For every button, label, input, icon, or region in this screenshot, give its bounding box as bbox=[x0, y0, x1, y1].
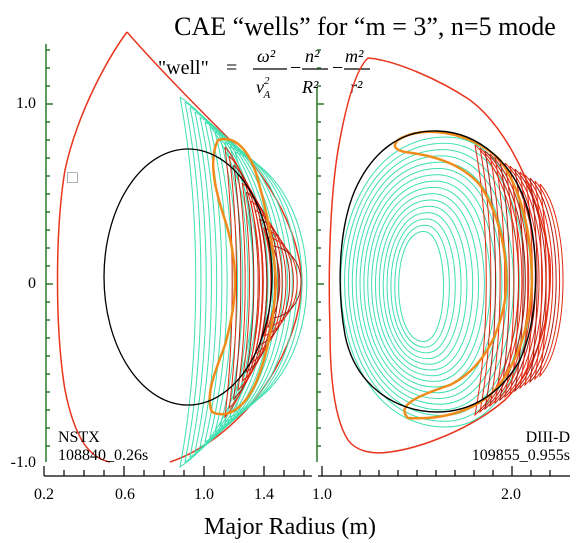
x-tick-label: 2.0 bbox=[501, 486, 521, 503]
nstx-well-orange-contour bbox=[208, 137, 278, 416]
right-x-axis-ticks bbox=[321, 466, 551, 476]
figure-title: CAE “wells” for “m = 3”, n=5 mode bbox=[174, 12, 556, 41]
right-x-tick-labels: 1.0 2.0 bbox=[312, 486, 521, 503]
right-y-axis-ticks bbox=[317, 49, 324, 447]
left-x-axis bbox=[43, 466, 312, 477]
diiid-red-contour bbox=[484, 150, 526, 411]
diiid-red-contour bbox=[514, 168, 547, 393]
nstx-cyan-contour bbox=[214, 131, 288, 433]
diiid-red-contour bbox=[509, 165, 543, 396]
formula-lhs: "well" bbox=[158, 57, 209, 79]
diiid-cyan-contour bbox=[363, 174, 497, 394]
diiid-cyan-contour bbox=[375, 193, 480, 377]
nstx-red-contour bbox=[271, 245, 302, 319]
y-tick-label: 1.0 bbox=[16, 95, 36, 112]
left-y-axis-ticks bbox=[46, 49, 53, 447]
x-tick-label: 0.2 bbox=[34, 486, 54, 503]
nstx-cyan-contour bbox=[199, 116, 274, 448]
nstx-shot-label: 108840_0.26s bbox=[58, 447, 148, 464]
formula-term2-denominator: R² bbox=[301, 77, 319, 97]
diiid-red-contour bbox=[504, 162, 540, 399]
diiid-red-contour bbox=[534, 180, 560, 381]
diiid-panel: DIII-D 109855_0.955s bbox=[328, 57, 570, 464]
nstx-well-contours-outer bbox=[179, 96, 308, 469]
diiid-cyan-contour bbox=[378, 199, 474, 371]
diiid-cyan-contour bbox=[390, 218, 456, 354]
y-tick-label: -1.0 bbox=[11, 454, 36, 471]
diiid-cyan-contour bbox=[351, 155, 515, 411]
x-tick-label: 1.0 bbox=[194, 486, 214, 503]
diiid-cyan-contour bbox=[355, 161, 509, 405]
diiid-cyan-contour bbox=[386, 212, 462, 360]
nstx-cyan-contour bbox=[209, 126, 283, 438]
diiid-plasma-boundary bbox=[328, 57, 552, 454]
diiid-device-label: DIII-D bbox=[526, 429, 570, 446]
diiid-red-contour bbox=[489, 153, 530, 408]
x-tick-label: 0.6 bbox=[115, 486, 135, 503]
diiid-red-contour bbox=[479, 147, 523, 414]
nstx-cyan-contour bbox=[234, 151, 308, 413]
formula-minus-1: − bbox=[290, 57, 301, 79]
nstx-cyan-contour bbox=[229, 146, 303, 418]
diiid-cyan-contour bbox=[367, 180, 491, 388]
x-axis-label: Major Radius (m) bbox=[204, 514, 376, 540]
formula-term3-denominator: r² bbox=[350, 77, 363, 97]
formula-term2-numerator: n² bbox=[305, 46, 320, 66]
nstx-cyan-contour bbox=[224, 141, 298, 423]
formula-term1-numerator: ω² bbox=[257, 46, 276, 66]
right-y-axis bbox=[316, 49, 324, 462]
well-formula: "well" = ω² v2 A − n² R² − m² r² bbox=[158, 46, 370, 101]
nstx-marker: □ bbox=[67, 167, 78, 187]
formula-term3-numerator: m² bbox=[345, 46, 364, 66]
diiid-cyan-contour bbox=[344, 142, 526, 422]
x-tick-label: 1.0 bbox=[312, 486, 332, 503]
diiid-well-contours-inner bbox=[474, 144, 564, 417]
nstx-panel: □ NSTX 108840_0.26s bbox=[56, 31, 308, 469]
diiid-red-contour bbox=[524, 174, 554, 387]
x-tick-label: 1.4 bbox=[254, 486, 274, 503]
nstx-red-contour bbox=[237, 173, 272, 392]
y-tick-labels: 1.0 0 -1.0 bbox=[11, 95, 36, 471]
diiid-red-contour bbox=[539, 183, 564, 378]
diiid-red-contour bbox=[529, 177, 557, 384]
left-x-axis-ticks bbox=[43, 466, 305, 476]
y-tick-label: 0 bbox=[28, 275, 36, 292]
diiid-cyan-contour bbox=[382, 205, 468, 365]
formula-term1-denominator: v2 A bbox=[256, 75, 271, 101]
diiid-well-orange-contour bbox=[393, 130, 534, 420]
left-y-axis bbox=[45, 44, 53, 462]
formula-minus-2: − bbox=[332, 57, 343, 79]
nstx-device-label: NSTX bbox=[58, 429, 100, 446]
diiid-cyan-contour bbox=[371, 186, 485, 382]
diiid-cyan-contour bbox=[398, 230, 444, 343]
right-x-axis bbox=[318, 466, 570, 477]
nstx-flux-surface bbox=[103, 148, 273, 406]
nstx-cyan-contour bbox=[204, 121, 279, 443]
nstx-cyan-contour bbox=[179, 96, 254, 469]
nstx-well-contours-inner bbox=[224, 146, 302, 419]
left-x-tick-labels: 0.2 0.6 1.0 1.4 bbox=[34, 486, 274, 503]
formula-equals: = bbox=[226, 57, 237, 79]
diiid-flux-surface bbox=[339, 130, 537, 413]
diiid-cyan-contour bbox=[394, 224, 450, 348]
diiid-shot-label: 109855_0.955s bbox=[472, 447, 570, 464]
